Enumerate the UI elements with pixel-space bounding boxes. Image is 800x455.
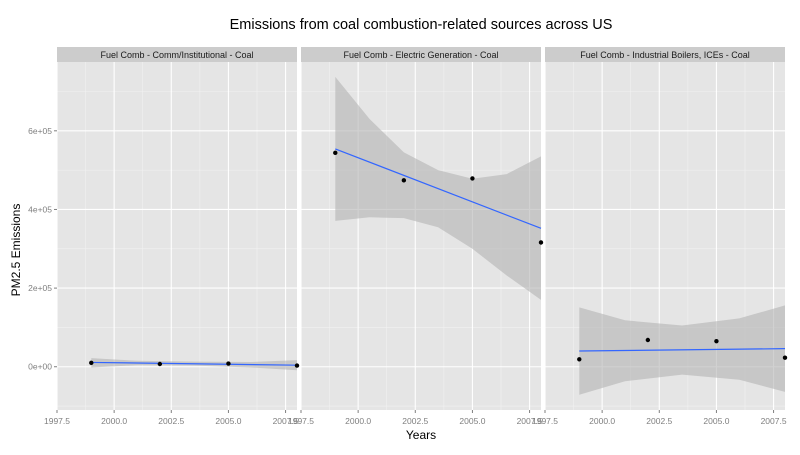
x-tick-label: 2000.0 [101, 416, 127, 426]
x-tick-label: 2000.0 [345, 416, 371, 426]
y-axis: 0e+00 2e+05 4e+05 6e+05 [28, 126, 57, 372]
x-tick-label: 2005.0 [703, 416, 729, 426]
strip-label: Fuel Comb - Comm/Institutional - Coal [100, 50, 253, 60]
panel-background [57, 62, 297, 410]
x-tick-label: 2005.0 [459, 416, 485, 426]
x-tick-label: 1997.5 [288, 416, 314, 426]
y-tick-label: 0e+00 [28, 362, 52, 372]
fit-line [579, 348, 786, 352]
x-tick-label: 2007.5 [517, 416, 543, 426]
x-tick-label: 1997.5 [532, 416, 558, 426]
data-point [157, 361, 163, 367]
strip-background [545, 47, 785, 62]
chart-title: Emissions from coal combustion-related s… [230, 17, 613, 33]
x-tick-label: 2007.5 [761, 416, 787, 426]
data-point [645, 337, 651, 343]
data-point [89, 360, 94, 366]
x-tick-label: 2007.5 [273, 416, 299, 426]
fit-line [91, 361, 298, 366]
x-tick-label: 2000.0 [589, 416, 615, 426]
y-tick-label: 6e+05 [28, 126, 52, 136]
data-point [333, 150, 338, 156]
data-point [782, 355, 788, 360]
strip-label: Fuel Comb - Electric Generation - Coal [343, 50, 498, 60]
x-tick-label: 1997.5 [44, 416, 70, 426]
fit-line [335, 148, 542, 229]
data-point [470, 176, 475, 181]
strip-label: Fuel Comb - Industrial Boilers, ICEs - C… [580, 50, 750, 60]
data-point [538, 240, 544, 245]
x-tick-label: 2002.5 [158, 416, 184, 426]
x-axis-title: Years [406, 428, 436, 442]
data-point [294, 363, 300, 368]
x-tick-label: 2002.5 [646, 416, 672, 426]
facet-panel-3: Fuel Comb - Industrial Boilers, ICEs - C… [532, 47, 788, 426]
data-point [577, 357, 582, 362]
y-tick-label: 2e+05 [28, 283, 52, 293]
x-tick-label: 2005.0 [215, 416, 241, 426]
data-point [401, 178, 407, 183]
facet-panel-1: Fuel Comb - Comm/Institutional - Coal 199… [44, 47, 300, 426]
data-point [714, 338, 719, 344]
x-tick-label: 2002.5 [402, 416, 428, 426]
facet-panel-2: Fuel Comb - Electric Generation - Coal 19… [288, 47, 544, 426]
facet-panels: Fuel Comb - Comm/Institutional - Coal 199… [44, 47, 788, 426]
data-point [226, 361, 231, 366]
strip-background [301, 47, 541, 62]
y-tick-label: 4e+05 [28, 204, 52, 214]
y-axis-title: PM2.5 Emissions [9, 204, 23, 297]
strip-background [57, 47, 297, 62]
